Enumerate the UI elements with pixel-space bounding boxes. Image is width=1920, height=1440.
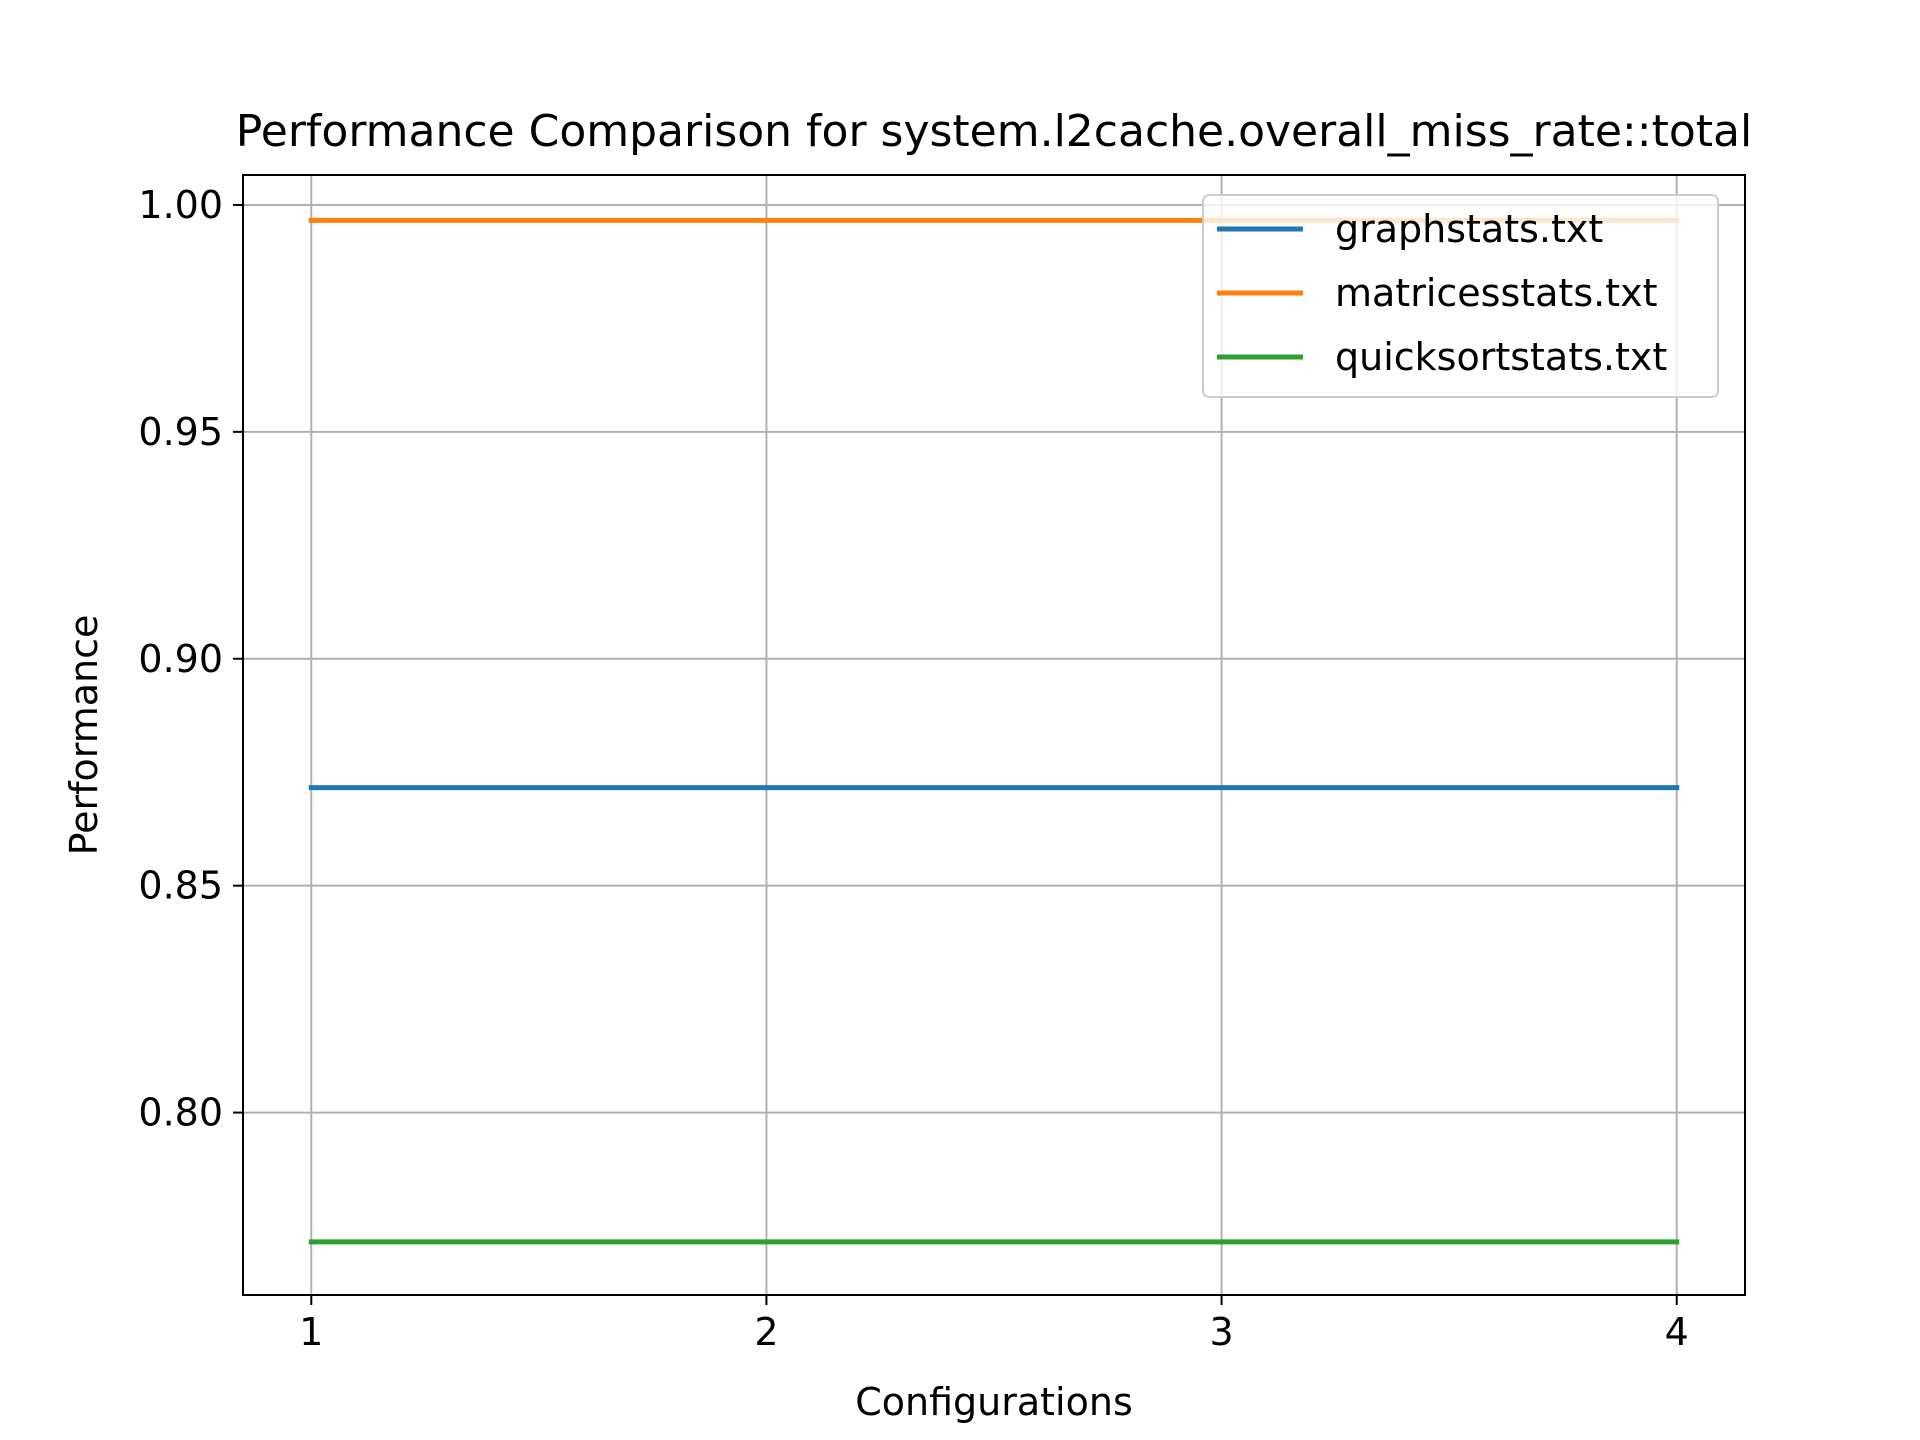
y-tick-label: 0.85 <box>138 864 223 908</box>
legend-box <box>1202 194 1719 398</box>
x-tick-label: 3 <box>1209 1310 1233 1354</box>
x-tick-label: 2 <box>754 1310 778 1354</box>
legend: graphstats.txt matricesstats.txt quicksort… <box>1202 194 1719 398</box>
y-tick-label: 1.00 <box>138 183 223 227</box>
y-tick-label: 0.90 <box>138 637 223 681</box>
legend-label: graphstats.txt <box>1335 207 1603 251</box>
y-axis-ticks: 0.80 0.85 0.90 0.95 1.00 <box>138 183 243 1135</box>
axes-frame <box>242 174 1746 1296</box>
y-axis-label: Performance <box>62 615 106 856</box>
legend-label: quicksortstats.txt <box>1335 335 1667 379</box>
y-tick-label: 0.95 <box>138 410 223 454</box>
x-axis-ticks: 1 2 3 4 <box>299 1295 1689 1354</box>
x-tick-label: 1 <box>299 1310 323 1354</box>
y-tick-label: 0.80 <box>138 1091 223 1135</box>
chart-title: Performance Comparison for system.l2cach… <box>236 106 1752 157</box>
legend-label: matricesstats.txt <box>1335 271 1658 315</box>
x-axis-label: Configurations <box>855 1380 1133 1424</box>
x-tick-label: 4 <box>1665 1310 1689 1354</box>
